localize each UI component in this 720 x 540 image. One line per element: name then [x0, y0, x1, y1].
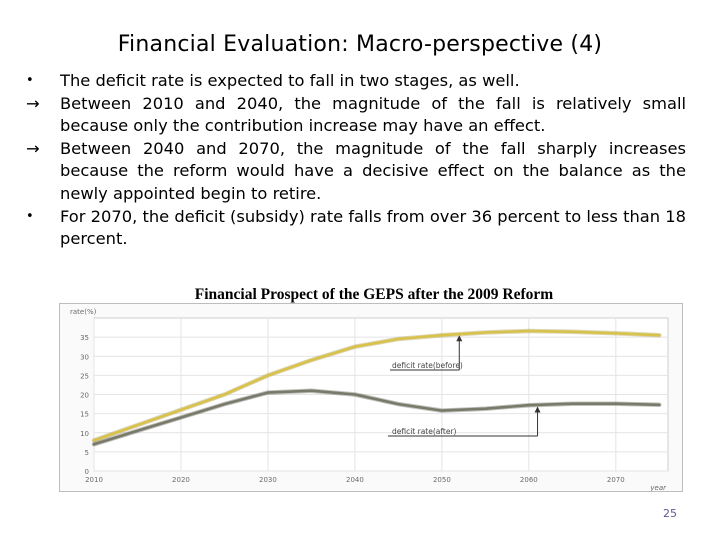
y-tick-label: 30: [80, 353, 89, 361]
x-tick-label: 2060: [520, 476, 538, 484]
y-tick-label: 15: [80, 411, 89, 419]
bullet-point-2: • For 2070, the deficit (subsidy) rate f…: [26, 206, 686, 251]
arrow-text: Between 2040 and 2070, the magnitude of …: [60, 138, 686, 203]
arrow-text: Between 2010 and 2040, the magnitude of …: [60, 93, 686, 136]
x-tick-label: 2020: [172, 476, 190, 484]
x-axis-label: year: [649, 484, 667, 491]
bullet-marker: •: [26, 73, 34, 88]
y-axis-label: rate(%): [70, 308, 97, 316]
arrow-marker: →: [26, 93, 40, 113]
bullet-marker: •: [26, 208, 34, 224]
y-tick-label: 5: [85, 449, 89, 457]
y-tick-label: 20: [80, 392, 89, 400]
deficit-rate-chart: 0 5 10 15 20 25 30 35 2010 2020 2030 2040 2050 2060 20…: [59, 303, 683, 492]
arrow-point-2: → Between 2040 and 2070, the magnitude o…: [26, 138, 686, 206]
chart-canvas: 0 5 10 15 20 25 30 35 2010 2020 2030 2040 2050 2060 20…: [70, 308, 669, 491]
y-tick-label: 10: [80, 430, 89, 438]
x-tick-label: 2030: [259, 476, 277, 484]
x-tick-label: 2070: [607, 476, 625, 484]
slide-body: • The deficit rate is expected to fall i…: [26, 70, 686, 251]
x-tick-label: 2010: [85, 476, 103, 484]
x-tick-label: 2050: [433, 476, 451, 484]
y-tick-label: 25: [80, 372, 89, 380]
arrow-point-1: → Between 2010 and 2040, the magnitude o…: [26, 93, 686, 138]
page-number: 25: [663, 507, 677, 520]
callout-arrowhead: [456, 335, 463, 342]
bullet-point-1: • The deficit rate is expected to fall i…: [26, 70, 686, 93]
series-label: deficit rate(after): [392, 427, 457, 436]
series-line: [92, 329, 661, 442]
slide-title: Financial Evaluation: Macro-perspective …: [117, 32, 603, 57]
y-tick-label: 0: [85, 468, 89, 476]
x-tick-label: 2040: [346, 476, 364, 484]
chart-caption: Financial Prospect of the GEPS after the…: [194, 286, 554, 303]
y-tick-label: 35: [80, 334, 89, 342]
series-label: deficit rate(before): [392, 361, 463, 370]
bullet-text: For 2070, the deficit (subsidy) rate fal…: [60, 206, 686, 249]
arrow-marker: →: [26, 138, 40, 158]
callout-arrowhead: [534, 406, 541, 413]
bullet-text: The deficit rate is expected to fall in …: [60, 71, 520, 90]
series-line: [92, 389, 661, 446]
